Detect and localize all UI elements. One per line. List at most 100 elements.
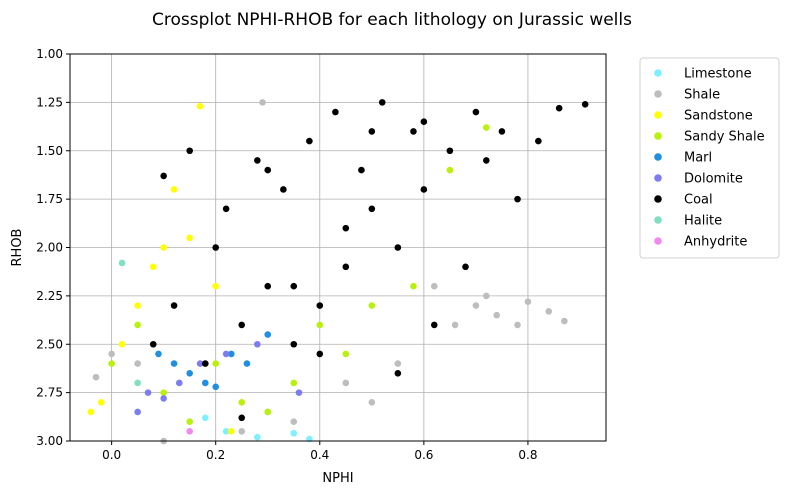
- x-tick-label: 0.6: [414, 448, 433, 462]
- data-point: [295, 389, 303, 396]
- data-point: [264, 166, 272, 174]
- y-tick-label: 1.75: [36, 192, 63, 206]
- scatter-points: [87, 99, 589, 445]
- data-point: [430, 282, 438, 290]
- x-tick-label: 0.0: [102, 448, 121, 462]
- data-point: [472, 302, 480, 309]
- data-point: [451, 321, 459, 329]
- series-sandstone: [87, 102, 235, 435]
- data-point: [228, 350, 235, 358]
- legend-marker: [654, 195, 662, 203]
- series-halite: [118, 259, 141, 387]
- x-axis-label: NPHI: [322, 471, 353, 486]
- data-point: [264, 408, 272, 416]
- data-point: [202, 379, 209, 387]
- x-tick-label: 0.4: [310, 448, 329, 462]
- data-point: [222, 350, 230, 358]
- legend-marker: [654, 111, 662, 119]
- y-tick-label: 2.75: [36, 386, 63, 400]
- data-point: [202, 414, 209, 422]
- data-point: [134, 379, 141, 387]
- x-tick-label: 0.2: [206, 448, 225, 462]
- data-point: [306, 137, 313, 145]
- x-tick-label: 0.8: [518, 448, 537, 462]
- data-point: [410, 282, 417, 290]
- data-point: [118, 340, 126, 348]
- data-point: [212, 282, 220, 290]
- data-point: [264, 331, 272, 338]
- data-point: [498, 128, 506, 135]
- data-point: [222, 205, 230, 213]
- legend-marker: [654, 174, 662, 182]
- data-point: [368, 399, 376, 406]
- data-point: [238, 414, 246, 422]
- data-point: [342, 350, 350, 358]
- data-point: [420, 118, 428, 126]
- data-point: [170, 186, 178, 193]
- legend-marker: [654, 216, 662, 224]
- legend-label: Limestone: [684, 67, 752, 82]
- legend-marker: [654, 69, 662, 77]
- data-point: [446, 166, 454, 174]
- legend-box: [639, 57, 780, 259]
- data-point: [118, 259, 126, 267]
- data-point: [524, 298, 532, 305]
- legend-label: Anhydrite: [684, 235, 747, 250]
- legend-label: Coal: [684, 193, 713, 208]
- data-point: [149, 340, 157, 348]
- data-point: [186, 418, 193, 425]
- data-point: [134, 302, 141, 309]
- data-point: [202, 360, 209, 367]
- data-point: [410, 128, 417, 135]
- data-point: [514, 321, 521, 329]
- data-point: [561, 317, 568, 325]
- series-coal: [149, 99, 589, 422]
- data-point: [316, 321, 324, 329]
- legend-label: Marl: [684, 151, 712, 166]
- legend-label: Halite: [684, 214, 722, 229]
- data-point: [222, 428, 230, 435]
- data-point: [368, 128, 376, 135]
- axis-ticks: 0.0 0.2 0.4 0.6 0.8 1.00 1.25 1.50 1.75 2.00 2.25 2…: [36, 47, 537, 462]
- series-shale: [92, 99, 568, 445]
- data-point: [175, 379, 183, 387]
- legend-marker: [654, 132, 662, 140]
- data-point: [160, 244, 167, 251]
- series-dolomite: [134, 340, 303, 416]
- legend-label: Shale: [684, 88, 720, 103]
- data-point: [87, 408, 95, 416]
- y-tick-label: 1.25: [36, 95, 63, 109]
- y-tick-label: 2.50: [36, 337, 63, 351]
- series-sandy-shale: [108, 124, 490, 425]
- data-point: [160, 389, 167, 396]
- data-point: [186, 234, 193, 242]
- data-point: [290, 379, 298, 387]
- data-point: [378, 99, 386, 106]
- data-point: [316, 350, 324, 358]
- series-marl: [155, 331, 272, 391]
- data-point: [555, 104, 563, 112]
- data-point: [420, 186, 428, 193]
- y-tick-label: 2.25: [36, 289, 63, 303]
- data-point: [280, 186, 287, 193]
- data-point: [483, 124, 490, 131]
- data-point: [535, 137, 542, 145]
- data-point: [264, 282, 272, 290]
- data-point: [342, 379, 350, 387]
- data-point: [394, 360, 402, 367]
- data-point: [134, 408, 141, 416]
- data-point: [149, 263, 157, 271]
- series-anhydrite: [186, 428, 193, 435]
- data-point: [196, 102, 204, 110]
- data-point: [394, 369, 402, 377]
- data-point: [342, 263, 350, 271]
- data-point: [238, 321, 246, 329]
- legend-label: Dolomite: [684, 172, 743, 187]
- data-point: [483, 157, 490, 164]
- data-point: [290, 429, 298, 437]
- data-point: [108, 350, 115, 358]
- chart-title: Crossplot NPHI-RHOB for each lithology o…: [152, 10, 632, 30]
- data-point: [228, 428, 235, 435]
- data-point: [97, 399, 105, 406]
- y-axis-label: RHOB: [10, 229, 25, 267]
